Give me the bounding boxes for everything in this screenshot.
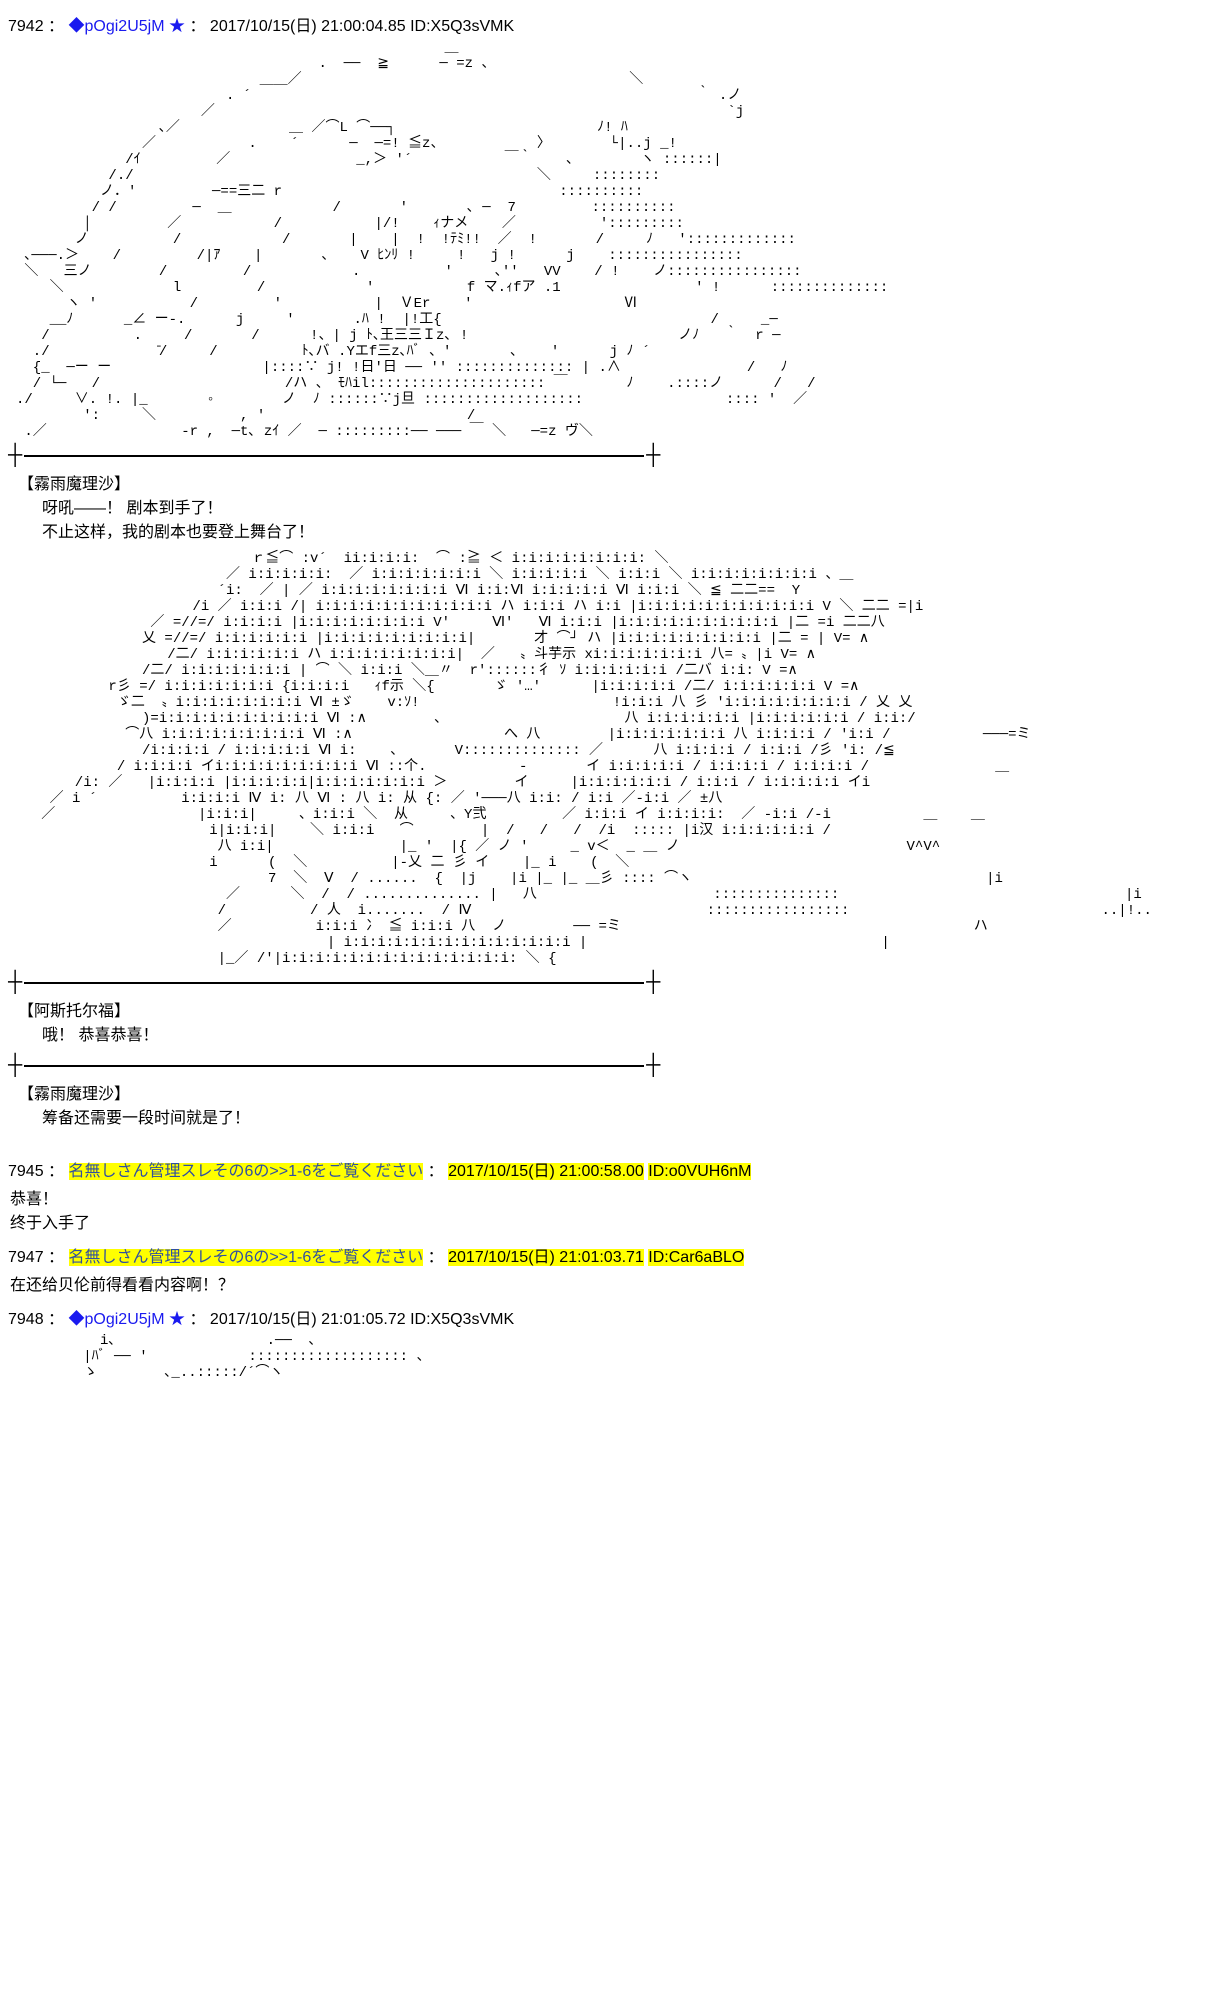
post-number: 7948	[8, 1311, 44, 1328]
post-7948-header: 7948 ： ◆pOgi2U5jM ★ ： 2017/10/15(日) 21:0…	[8, 1305, 1217, 1329]
reply-line-1: 在还给贝伦前得看看内容啊！？	[10, 1271, 1217, 1295]
post-7947-body: 在还给贝伦前得看看内容啊！？	[10, 1271, 1217, 1295]
tripcode[interactable]: ◆pOgi2U5jM	[69, 1311, 165, 1328]
post-date: 2017/10/15(日) 21:01:05.72	[210, 1311, 406, 1328]
post-number: 7942	[8, 18, 44, 35]
ascii-art-1: ＿ . ── ≧ ─ =z 、 ＿＿／ ＼ . ´	[16, 40, 1217, 440]
marisa2-line-1: 筹备还需要一段时间就是了！	[42, 1107, 1217, 1131]
dialogue-marisa-2: 【霧雨魔理沙】 筹备还需要一段时间就是了！	[18, 1083, 1217, 1131]
ascii-art-3: i､ .── ､ |ﾊﾞ ── ' ::::::::::::::::::: 、 …	[16, 1333, 1217, 1381]
post-7942-header: 7942 ： ◆pOgi2U5jM ★ ： 2017/10/15(日) 21:0…	[8, 12, 1217, 36]
star-icon: ★	[169, 1311, 185, 1328]
marisa-line-1: 呀吼——！ 剧本到手了！	[42, 497, 1217, 521]
speaker-marisa-2: 【霧雨魔理沙】	[18, 1083, 1217, 1107]
dialogue-astolfo: 【阿斯托尔福】 哦！ 恭喜恭喜！	[18, 1000, 1217, 1048]
speaker-marisa: 【霧雨魔理沙】	[18, 473, 1217, 497]
post-id: ID:o0VUH6nM	[648, 1163, 751, 1180]
divider-top-2: ┼┼	[8, 971, 1217, 994]
post-date: 2017/10/15(日) 21:01:03.71	[448, 1249, 644, 1266]
dialogue-marisa-1: 【霧雨魔理沙】 呀吼——！ 剧本到手了！ 不止这样，我的剧本也要登上舞台了！	[18, 473, 1217, 545]
post-7945-body: 恭喜！ 终于入手了	[10, 1185, 1217, 1233]
speaker-astolfo: 【阿斯托尔福】	[18, 1000, 1217, 1024]
post-id: ID:Car6aBLO	[648, 1249, 744, 1266]
post-number: 7945	[8, 1163, 44, 1180]
divider-top-1: ┼┼	[8, 444, 1217, 467]
post-number: 7947	[8, 1249, 44, 1266]
post-id: ID:X5Q3sVMK	[410, 18, 514, 35]
post-7945-header: 7945 ： 名無しさん管理スレその6の>>1-6をご覧ください ： 2017/…	[8, 1157, 1217, 1181]
ascii-art-2: ｒ≦⌒ :v´ ii:i:i:i: ⌒ :≧ ＜ i:i:i:i:i:i:i:i…	[16, 551, 1217, 967]
poster-name: 名無しさん管理スレその6の>>1-6をご覧ください	[69, 1163, 424, 1180]
divider-mid: ┼┼	[8, 1054, 1217, 1077]
post-id: ID:X5Q3sVMK	[410, 1311, 514, 1328]
poster-name: 名無しさん管理スレその6の>>1-6をご覧ください	[69, 1249, 424, 1266]
astolfo-line-1: 哦！ 恭喜恭喜！	[42, 1024, 1217, 1048]
post-date: 2017/10/15(日) 21:00:58.00	[448, 1163, 644, 1180]
tripcode[interactable]: ◆pOgi2U5jM	[69, 18, 165, 35]
post-7947-header: 7947 ： 名無しさん管理スレその6の>>1-6をご覧ください ： 2017/…	[8, 1243, 1217, 1267]
reply-line-2: 终于入手了	[10, 1209, 1217, 1233]
post-date: 2017/10/15(日) 21:00:04.85	[210, 18, 406, 35]
reply-line-1: 恭喜！	[10, 1185, 1217, 1209]
star-icon: ★	[169, 18, 185, 35]
marisa-line-2: 不止这样，我的剧本也要登上舞台了！	[42, 521, 1217, 545]
